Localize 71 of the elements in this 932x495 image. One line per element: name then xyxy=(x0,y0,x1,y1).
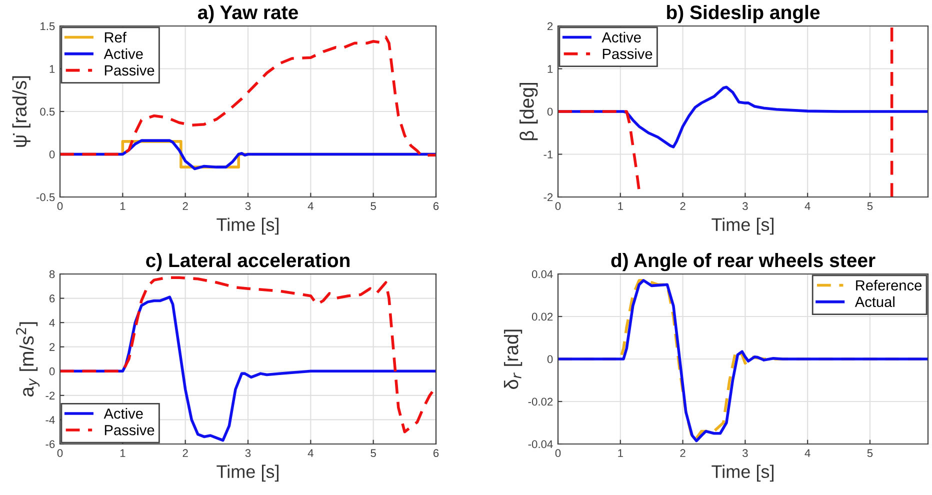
x-tick-label: 0 xyxy=(555,449,561,458)
x-axis-title: Time [s] xyxy=(712,464,774,482)
x-tick-label: 3 xyxy=(245,449,251,458)
y-tick-label: 0 xyxy=(547,355,553,364)
x-tick-label: 0 xyxy=(57,202,63,210)
x-tick-label: 6 xyxy=(433,202,439,210)
x-tick-label: 1 xyxy=(618,449,623,457)
x-tick-label: 4 xyxy=(804,202,810,210)
x-tick-label: 4 xyxy=(804,449,810,457)
legend-label: Active xyxy=(104,408,143,419)
chart-title: c) Lateral acceleration xyxy=(146,252,350,272)
y-tick-label: 8 xyxy=(49,270,55,278)
x-tick-label: 2 xyxy=(182,449,188,457)
x-axis-title: Time [s] xyxy=(216,218,278,235)
y-tick-label: 0.5 xyxy=(40,108,55,116)
y-tick-label: 6 xyxy=(50,294,55,302)
x-tick-label: 1 xyxy=(120,449,126,457)
chart-title: b) Sideslip angle xyxy=(667,4,820,24)
y-tick-label: -1 xyxy=(544,150,553,158)
y-tick-label: 4 xyxy=(49,318,55,327)
y-tick-label: -0.04 xyxy=(528,440,553,448)
x-tick-label: 4 xyxy=(308,449,314,457)
y-tick-label: 0.04 xyxy=(532,270,553,278)
x-tick-label: 0 xyxy=(555,202,561,210)
x-tick-label: 3 xyxy=(742,449,748,458)
y-tick-label: 1 xyxy=(50,65,55,73)
y-tick-label: -2 xyxy=(544,193,553,202)
y-axis-title: a$_{y}$ [m/s$^{2}$] xyxy=(16,322,40,396)
x-tick-label: 1 xyxy=(618,202,623,210)
y-tick-label: -6 xyxy=(46,440,55,448)
y-axis-title: ψ̇ [rad/s] xyxy=(12,76,30,147)
x-tick-label: 5 xyxy=(370,202,376,210)
x-tick-label: 3 xyxy=(742,202,748,210)
x-axis-title: Time [s] xyxy=(712,218,774,235)
x-tick-label: 4 xyxy=(308,202,314,210)
legend-label: Passive xyxy=(602,48,652,60)
x-tick-label: 2 xyxy=(680,202,686,210)
legend-label: Passive xyxy=(104,424,154,436)
y-tick-label: -0.5 xyxy=(36,193,55,202)
x-tick-label: 0 xyxy=(57,449,63,458)
x-tick-label: 2 xyxy=(680,449,686,457)
legend-label: Passive xyxy=(104,64,154,76)
y-tick-label: -0.02 xyxy=(528,398,553,406)
y-tick-label: -4 xyxy=(46,416,55,424)
line-series xyxy=(60,276,436,434)
x-tick-label: 2 xyxy=(182,202,188,210)
y-tick-label: 1 xyxy=(548,65,553,73)
y-tick-label: 0.02 xyxy=(532,312,553,321)
y-tick-label: 2 xyxy=(548,22,553,30)
y-tick-label: 0 xyxy=(49,150,55,158)
y-axis-title: δ$_{r}$ [rad] xyxy=(504,330,522,389)
x-tick-label: 3 xyxy=(245,202,251,210)
x-tick-label: 6 xyxy=(433,449,439,458)
legend-label: Actual xyxy=(854,296,894,308)
legend-label: Active xyxy=(104,48,143,60)
y-tick-label: 0 xyxy=(547,108,553,116)
legend-label: Ref xyxy=(104,32,126,43)
chart-title: d) Angle of rear wheels steer xyxy=(611,252,876,272)
x-tick-label: 5 xyxy=(867,449,873,458)
y-tick-label: 2 xyxy=(50,343,55,351)
legend-label: Active xyxy=(602,32,641,43)
x-axis-title: Time [s] xyxy=(216,464,278,482)
chart-title: a) Yaw rate xyxy=(198,4,298,24)
y-tick-label: 1.5 xyxy=(40,22,55,30)
legend-label: Reference xyxy=(856,280,922,291)
y-tick-label: -2 xyxy=(46,392,55,400)
y-tick-label: 0 xyxy=(49,367,55,376)
x-tick-label: 5 xyxy=(370,449,376,458)
x-tick-label: 5 xyxy=(867,202,873,210)
x-tick-label: 1 xyxy=(120,202,126,210)
y-axis-title: β [deg] xyxy=(520,82,538,140)
